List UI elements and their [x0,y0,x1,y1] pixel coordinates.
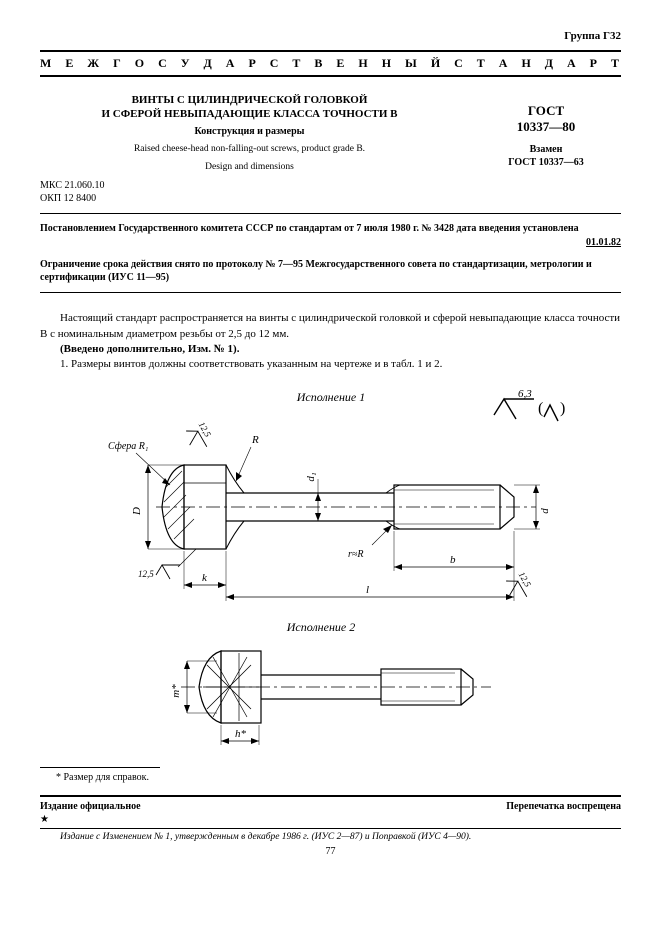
svg-text:D: D [131,507,143,516]
decree-date: 01.01.82 [40,237,621,248]
svg-text:r≈R: r≈R [348,549,364,560]
rule-1 [40,213,621,214]
footer-note: Издание с Изменением № 1, утвержденным в… [40,832,621,842]
okp-code: ОКП 12 8400 [40,192,621,205]
title-ru-2: И СФЕРОЙ НЕВЫПАДАЮЩИЕ КЛАССА ТОЧНОСТИ В [40,107,459,121]
surface-symbol: 6,3 ( ) [494,388,565,421]
rule-2 [40,292,621,293]
footnote: * Размер для справок. [56,772,621,783]
svg-text:k: k [202,572,208,584]
decree-text: Постановлением Государственного комитета… [40,222,621,235]
para-2: (Введено дополнительно, Изм. № 1). [40,342,621,357]
screw-head-2 [199,651,261,723]
classification-codes: МКС 21.060.10 ОКП 12 8400 [40,179,621,205]
gost-number: 10337—80 [471,119,621,135]
svg-text:12,5: 12,5 [516,570,533,589]
svg-text:b: b [450,554,456,566]
subtitle-ru: Конструкция и размеры [40,126,459,137]
svg-text:(: ( [538,400,543,417]
drawing-area: Исполнение 1 6,3 ( ) [40,387,621,757]
svg-text:m*: m* [170,684,182,698]
vzamen: Взамен ГОСТ 10337—63 [471,143,621,169]
title-en-2: Design and dimensions [40,161,459,173]
svg-text:): ) [560,400,565,417]
footer: Издание официальное Перепечатка воспреще… [40,795,621,857]
svg-text:h*: h* [235,728,247,740]
drawing-execution-1: Исполнение 1 6,3 ( ) [96,387,566,617]
title-ru-1: ВИНТЫ С ЦИЛИНДРИЧЕСКОЙ ГОЛОВКОЙ [40,93,459,107]
footer-left: Издание официальное [40,801,141,812]
header-block: ВИНТЫ С ЦИЛИНДРИЧЕСКОЙ ГОЛОВКОЙ И СФЕРОЙ… [40,93,621,173]
svg-text:l: l [366,584,369,596]
exec1-caption: Исполнение 1 [295,390,364,404]
para-1: Настоящий стандарт распространяется на в… [40,311,621,342]
body-text: Настоящий стандарт распространяется на в… [40,311,621,373]
svg-text:Сфера R₁: Сфера R₁ [108,441,148,452]
footer-rule [40,828,621,829]
footnote-separator [40,767,160,768]
svg-text:R: R [251,434,259,446]
svg-text:d: d [539,508,551,514]
svg-text:12,5: 12,5 [138,569,154,579]
gost-label: ГОСТ [471,103,621,119]
drawing-execution-2: Исполнение 2 m* [151,617,511,757]
page-number: 77 [40,846,621,857]
svg-text:6,3: 6,3 [518,388,532,400]
title-en-1: Raised cheese-head non-falling-out screw… [40,143,459,155]
group-label: Группа Г32 [40,30,621,42]
para-3: 1. Размеры винтов должны соответствовать… [40,357,621,372]
mks-code: МКС 21.060.10 [40,179,621,192]
header-left: ВИНТЫ С ЦИЛИНДРИЧЕСКОЙ ГОЛОВКОЙ И СФЕРОЙ… [40,93,459,173]
header-right: ГОСТ 10337—80 Взамен ГОСТ 10337—63 [471,93,621,173]
footer-right: Перепечатка воспрещена [506,801,621,812]
standard-banner: М Е Ж Г О С У Д А Р С Т В Е Н Н Ы Й С Т … [40,50,621,77]
limitation-text: Ограничение срока действия снято по прот… [40,258,621,284]
footer-star: ★ [40,814,621,825]
exec2-caption: Исполнение 2 [285,620,354,634]
svg-text:d₁: d₁ [305,472,317,482]
svg-text:12,5: 12,5 [196,420,213,439]
vzamen-num: ГОСТ 10337—63 [508,157,583,168]
vzamen-label: Взамен [530,144,563,155]
